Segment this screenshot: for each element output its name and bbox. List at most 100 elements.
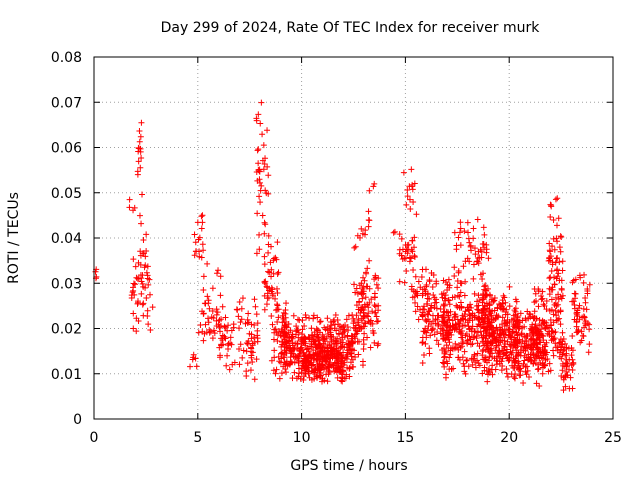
data-point [238, 316, 245, 323]
data-point [295, 329, 302, 336]
data-point [517, 365, 524, 372]
y-tick-label: 0.01 [51, 367, 82, 383]
data-point [480, 306, 487, 313]
data-point [484, 378, 491, 385]
data-point [403, 201, 410, 208]
data-point [134, 275, 141, 282]
data-point [461, 368, 468, 375]
data-point [554, 347, 561, 354]
data-point [500, 292, 507, 299]
data-point [539, 295, 546, 302]
data-point [218, 341, 225, 348]
data-point [366, 299, 373, 306]
data-point [471, 313, 478, 320]
data-point [549, 284, 556, 291]
data-point [333, 340, 340, 347]
data-point [499, 306, 506, 313]
x-tick-label: 25 [604, 430, 622, 446]
data-point [308, 354, 315, 361]
data-point [518, 330, 525, 337]
data-point [302, 342, 309, 349]
data-point [506, 303, 513, 310]
data-point [228, 327, 235, 334]
data-point [346, 373, 353, 380]
data-point [365, 208, 372, 215]
data-point [560, 387, 567, 394]
data-point [504, 311, 511, 318]
data-point [309, 332, 316, 339]
data-point [559, 258, 566, 265]
data-point [581, 271, 588, 278]
data-point [455, 269, 462, 276]
data-point [573, 323, 580, 330]
data-point [299, 317, 306, 324]
data-point [412, 273, 419, 280]
data-point [557, 248, 564, 255]
data-point [367, 320, 374, 327]
data-point [503, 366, 510, 373]
data-point [517, 310, 524, 317]
data-point [305, 345, 312, 352]
data-point [249, 340, 256, 347]
data-point [269, 321, 276, 328]
data-point [407, 206, 414, 213]
data-point [569, 333, 576, 340]
data-point [519, 317, 526, 324]
data-point [281, 354, 288, 361]
data-point [466, 326, 473, 333]
data-point [262, 221, 269, 228]
data-point [233, 306, 240, 313]
data-point [532, 290, 539, 297]
data-point [469, 340, 476, 347]
data-point [350, 347, 357, 354]
data-point [144, 313, 151, 320]
data-point [268, 266, 275, 273]
data-point [266, 287, 273, 294]
data-point [556, 259, 563, 266]
data-point [375, 318, 382, 325]
data-point [577, 274, 584, 281]
data-point [456, 356, 463, 363]
data-point [198, 225, 205, 232]
data-point [411, 244, 418, 251]
plot-frame [93, 56, 614, 420]
data-point [424, 310, 431, 317]
data-point [283, 323, 290, 330]
data-point [315, 353, 322, 360]
data-point [479, 275, 486, 282]
data-point [342, 354, 349, 361]
data-point [261, 279, 268, 286]
data-point [420, 352, 427, 359]
data-point [295, 334, 302, 341]
data-point [350, 339, 357, 346]
data-point [323, 335, 330, 342]
data-point [283, 300, 290, 307]
data-point [272, 295, 279, 302]
data-point [486, 348, 493, 355]
data-point [217, 322, 224, 329]
data-point [325, 364, 332, 371]
data-point [249, 359, 256, 366]
data-point [536, 322, 543, 329]
data-point [205, 297, 212, 304]
data-point [214, 309, 221, 316]
data-point [352, 289, 359, 296]
data-point [270, 336, 277, 343]
data-point [586, 326, 593, 333]
data-point [515, 358, 522, 365]
data-point [574, 313, 581, 320]
data-point [200, 273, 207, 280]
data-point [425, 323, 432, 330]
data-point [145, 281, 152, 288]
data-point [145, 321, 152, 328]
data-point [553, 235, 560, 242]
data-point [527, 325, 534, 332]
data-point [499, 314, 506, 321]
data-point [200, 286, 207, 293]
data-point [506, 326, 513, 333]
data-point [520, 379, 527, 386]
data-point [259, 131, 266, 138]
data-point [531, 308, 538, 315]
data-point [274, 289, 281, 296]
data-point [518, 331, 525, 338]
